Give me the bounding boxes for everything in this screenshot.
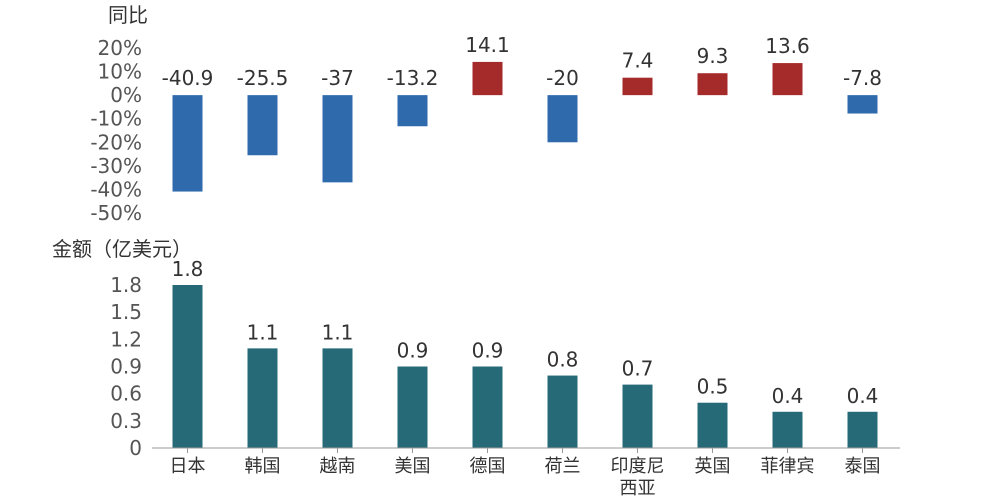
amount-data-label: 1.8 bbox=[172, 257, 204, 281]
yoy-y-tick-label: 10% bbox=[98, 60, 142, 84]
amount-bar bbox=[472, 366, 503, 448]
yoy-y-tick-label: -10% bbox=[90, 107, 142, 131]
amount-y-tick-label: 1.2 bbox=[110, 327, 142, 351]
yoy-y-tick-label: -50% bbox=[90, 201, 142, 225]
yoy-bar bbox=[322, 95, 353, 183]
yoy-bar bbox=[397, 95, 428, 127]
amount-data-label: 0.9 bbox=[472, 339, 504, 363]
amount-x-tick-label: 菲律宾 bbox=[761, 456, 815, 477]
yoy-bar bbox=[622, 77, 653, 96]
amount-bar bbox=[697, 402, 728, 448]
amount-y-tick-label: 0 bbox=[129, 436, 142, 460]
amount-bar bbox=[397, 366, 428, 448]
yoy-chart-title: 同比 bbox=[108, 3, 148, 27]
yoy-bar bbox=[697, 73, 728, 96]
amount-x-tick-label: 西亚 bbox=[620, 478, 656, 499]
amount-bar bbox=[622, 384, 653, 448]
yoy-y-tick-label: 20% bbox=[98, 36, 142, 60]
yoy-bar bbox=[547, 95, 578, 143]
amount-x-tick-label: 韩国 bbox=[245, 456, 281, 477]
amount-y-tick-label: 0.3 bbox=[110, 409, 142, 433]
amount-data-labels: 1.8 1.1 1.1 0.9 0.9 0.8 0.7 0.5 0.4 0.4 bbox=[172, 257, 879, 408]
amount-data-label: 0.9 bbox=[397, 339, 429, 363]
yoy-bars bbox=[172, 61, 878, 192]
yoy-chart: 同比 20%10%0%-10%-20%-30%-40%-50% -40.9 -25… bbox=[90, 3, 882, 225]
yoy-bar bbox=[847, 95, 878, 114]
amount-bar bbox=[247, 348, 278, 448]
yoy-bar bbox=[772, 63, 803, 96]
yoy-data-label: -7.8 bbox=[843, 66, 882, 90]
yoy-data-label: -20 bbox=[546, 66, 579, 90]
yoy-data-label: -37 bbox=[321, 66, 354, 90]
amount-bar bbox=[772, 411, 803, 448]
amount-data-label: 1.1 bbox=[322, 320, 354, 344]
amount-y-tick-label: 0.9 bbox=[110, 355, 142, 379]
amount-chart-title: 金额（亿美元） bbox=[52, 237, 192, 261]
amount-x-tick-label: 德国 bbox=[470, 456, 506, 477]
amount-data-label: 0.5 bbox=[697, 375, 729, 399]
amount-bar bbox=[172, 285, 203, 448]
amount-x-tick-label: 日本 bbox=[170, 456, 206, 477]
yoy-bar bbox=[247, 95, 278, 156]
amount-bar bbox=[547, 375, 578, 448]
amount-bar bbox=[322, 348, 353, 448]
amount-x-tick-label: 泰国 bbox=[845, 456, 881, 477]
yoy-data-label: 14.1 bbox=[465, 33, 510, 57]
amount-data-label: 1.1 bbox=[247, 320, 279, 344]
yoy-data-label: 13.6 bbox=[765, 34, 810, 58]
yoy-data-label: 9.3 bbox=[697, 44, 729, 68]
yoy-y-tick-label: -20% bbox=[90, 130, 142, 154]
amount-x-tick-label: 美国 bbox=[395, 456, 431, 477]
amount-x-tick-label: 越南 bbox=[320, 456, 356, 477]
amount-data-label: 0.4 bbox=[772, 384, 804, 408]
amount-x-tick-label: 英国 bbox=[695, 456, 731, 477]
amount-bars bbox=[172, 285, 878, 448]
yoy-data-labels: -40.9 -25.5 -37 -13.2 14.1 -20 7.4 9.3 13.6 -7.8 bbox=[162, 33, 882, 90]
amount-y-tick-label: 0.6 bbox=[110, 382, 142, 406]
amount-chart: 金额（亿美元） 0 0.3 0.6 0.9 1.2 1.5 1.8 1.8 1.1 1.1 0.9… bbox=[52, 237, 900, 499]
yoy-data-label: -25.5 bbox=[237, 66, 289, 90]
yoy-data-label: -40.9 bbox=[162, 66, 214, 90]
yoy-data-label: -13.2 bbox=[387, 66, 439, 90]
yoy-y-tick-label: 0% bbox=[110, 83, 142, 107]
amount-y-axis: 0 0.3 0.6 0.9 1.2 1.5 1.8 bbox=[110, 273, 142, 460]
yoy-data-label: 7.4 bbox=[622, 49, 654, 73]
amount-data-label: 0.4 bbox=[847, 384, 879, 408]
amount-y-tick-label: 1.5 bbox=[110, 300, 142, 324]
amount-y-tick-label: 1.8 bbox=[110, 273, 142, 297]
yoy-y-axis: 20%10%0%-10%-20%-30%-40%-50% bbox=[90, 36, 142, 225]
amount-x-tick-label: 荷兰 bbox=[545, 456, 581, 477]
amount-data-label: 0.8 bbox=[547, 348, 579, 372]
yoy-y-tick-label: -40% bbox=[90, 177, 142, 201]
amount-data-label: 0.7 bbox=[622, 357, 654, 381]
yoy-bar bbox=[172, 95, 203, 192]
amount-x-tick-label: 印度尼 bbox=[611, 456, 665, 477]
amount-bar bbox=[847, 411, 878, 448]
yoy-y-tick-label: -30% bbox=[90, 154, 142, 178]
yoy-bar bbox=[472, 61, 503, 96]
